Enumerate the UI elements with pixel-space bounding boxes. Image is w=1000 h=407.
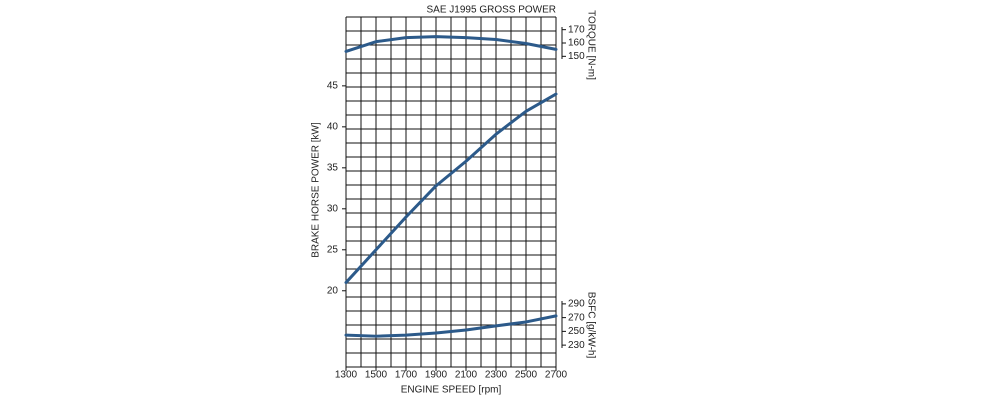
x-tick-label: 2100 [455,370,478,381]
y-tick-label: 40 [327,121,339,132]
x-axis-label: ENGINE SPEED [rpm] [401,385,502,396]
y2-tick-label: 170 [568,24,585,35]
x-tick-label: 1700 [395,370,418,381]
x-tick-label: 1900 [425,370,448,381]
y-tick-label: 25 [327,244,339,255]
y-tick-label: 30 [327,203,339,214]
x-tick-label: 2700 [545,370,568,381]
y3-tick-label: 270 [568,312,585,323]
x-tick-label: 1500 [365,370,388,381]
x-tick-label: 2500 [515,370,538,381]
chart-title: SAE J1995 GROSS POWER [427,5,557,16]
y2-axis-label: TORQUE [N-m] [585,10,596,80]
x-tick-label: 1300 [335,370,358,381]
y-tick-label: 20 [327,285,339,296]
y3-tick-label: 290 [568,299,585,310]
y2-tick-label: 150 [568,51,585,62]
y3-tick-label: 230 [568,340,585,351]
curve [344,35,558,53]
y3-axis-label: BSFC [g/kW-h] [585,292,596,359]
x-tick-label: 2300 [485,370,508,381]
y-tick-label: 45 [327,80,339,91]
y3-tick-label: 250 [568,326,585,337]
y-axis-label: BRAKE HORSE POWER [kW] [311,122,322,258]
y2-tick-label: 160 [568,38,585,49]
y-tick-label: 35 [327,162,339,173]
curve [344,92,558,285]
curve [344,314,558,338]
